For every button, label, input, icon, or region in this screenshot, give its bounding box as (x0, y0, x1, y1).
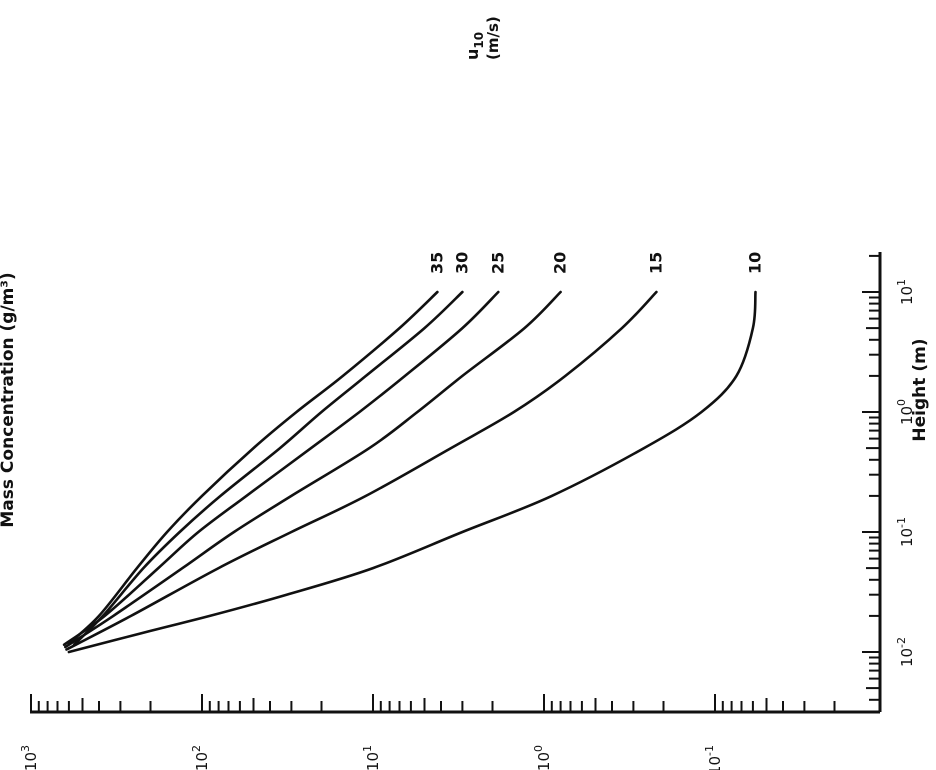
curve-u10-25 (62, 290, 500, 646)
curve-u10-10 (67, 290, 757, 654)
y-tick-label: 100 (532, 745, 553, 770)
svg-text:101: 101 (361, 745, 382, 770)
svg-text:(m/s): (m/s) (484, 16, 502, 60)
curves (62, 290, 757, 654)
svg-text:u10: u10 (463, 32, 486, 60)
x-axis-title: Height (m) (910, 338, 930, 441)
labels: Height (m) Mass Concentration (g/m³) 103… (0, 272, 930, 770)
svg-text:100: 100 (532, 745, 553, 770)
svg-text:10-2: 10-2 (895, 637, 916, 667)
legend-title: u10(m/s) (463, 16, 502, 60)
series-label-30: 30 (452, 252, 471, 274)
svg-text:35: 35 (427, 252, 446, 274)
svg-text:10: 10 (746, 252, 765, 274)
svg-text:30: 30 (452, 252, 471, 274)
curve-u10-15 (65, 290, 658, 651)
curve-u10-20 (64, 290, 562, 649)
series-label-20: 20 (551, 252, 570, 274)
series-label-25: 25 (488, 252, 507, 274)
series-label-15: 15 (646, 252, 665, 274)
svg-text:10-1: 10-1 (895, 517, 916, 547)
svg-text:10-1: 10-1 (703, 745, 724, 770)
y-tick-label: 10-1 (703, 745, 724, 770)
y-axis-title: Mass Concentration (g/m³) (0, 272, 18, 527)
y-tick-label: 102 (190, 745, 211, 770)
series-label-10: 10 (746, 252, 765, 274)
svg-text:20: 20 (551, 252, 570, 274)
svg-text:102: 102 (190, 745, 211, 770)
y-tick-label: 101 (361, 745, 382, 770)
svg-text:25: 25 (488, 252, 507, 274)
svg-text:15: 15 (646, 252, 665, 274)
svg-text:103: 103 (19, 745, 40, 770)
y-tick-label: 103 (19, 745, 40, 770)
x-tick-label: 101 (895, 279, 916, 305)
svg-text:100: 100 (895, 399, 916, 425)
curve-u10-35 (67, 290, 439, 645)
x-tick-label: 10-1 (895, 517, 916, 547)
svg-text:101: 101 (895, 279, 916, 305)
series-labels: 10 15 20 25 30 35 u10(m/s) (427, 16, 764, 274)
series-label-35: 35 (427, 252, 446, 274)
curve-u10-30 (72, 290, 464, 646)
axes (30, 252, 882, 714)
x-tick-label: 10-2 (895, 637, 916, 667)
x-tick-label: 100 (895, 399, 916, 425)
